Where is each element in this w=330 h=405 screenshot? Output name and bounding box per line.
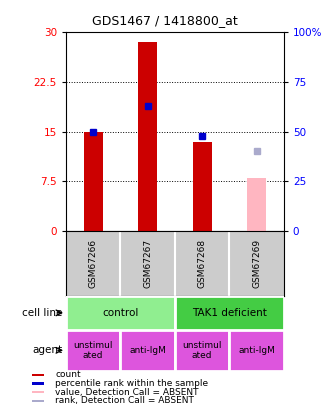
Text: GSM67269: GSM67269 — [252, 239, 261, 288]
Text: anti-IgM: anti-IgM — [129, 346, 166, 355]
Text: value, Detection Call = ABSENT: value, Detection Call = ABSENT — [55, 388, 199, 396]
Bar — [175, 296, 284, 330]
Text: count: count — [55, 371, 81, 379]
Bar — [229, 330, 284, 371]
Text: unstimul
ated: unstimul ated — [182, 341, 222, 360]
Text: rank, Detection Call = ABSENT: rank, Detection Call = ABSENT — [55, 396, 194, 405]
Bar — [66, 330, 120, 371]
Bar — [32, 382, 44, 384]
Text: cell line: cell line — [22, 308, 63, 318]
Bar — [193, 142, 212, 231]
Bar — [84, 132, 103, 231]
Bar — [120, 330, 175, 371]
Text: unstimul
ated: unstimul ated — [74, 341, 113, 360]
Text: GSM67267: GSM67267 — [143, 239, 152, 288]
Bar — [138, 43, 157, 231]
Text: anti-IgM: anti-IgM — [238, 346, 275, 355]
Text: percentile rank within the sample: percentile rank within the sample — [55, 379, 208, 388]
Text: GSM67268: GSM67268 — [198, 239, 207, 288]
Bar — [175, 330, 229, 371]
Text: TAK1 deficient: TAK1 deficient — [192, 308, 267, 318]
Bar — [66, 296, 175, 330]
Bar — [247, 178, 266, 231]
Bar — [32, 391, 44, 393]
Text: GSM67266: GSM67266 — [89, 239, 98, 288]
Text: agent: agent — [33, 345, 63, 355]
Text: control: control — [102, 308, 139, 318]
Bar — [32, 400, 44, 402]
Text: GDS1467 / 1418800_at: GDS1467 / 1418800_at — [92, 14, 238, 27]
Bar — [32, 374, 44, 376]
